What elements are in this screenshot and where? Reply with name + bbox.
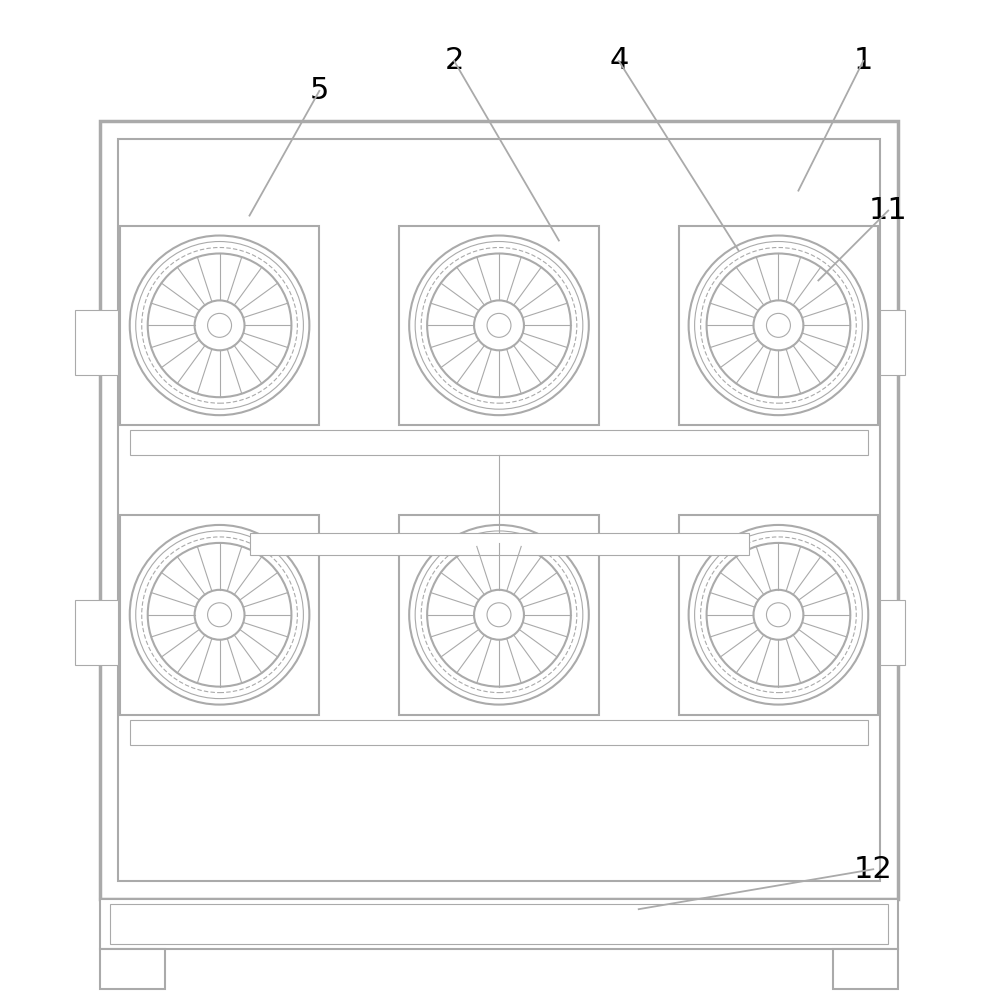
Bar — [75, 310, 118, 375]
Bar — [250, 533, 748, 555]
Bar — [75, 600, 118, 665]
Text: 11: 11 — [869, 196, 907, 225]
FancyBboxPatch shape — [679, 515, 878, 715]
FancyBboxPatch shape — [399, 226, 599, 425]
Text: 2: 2 — [444, 46, 464, 75]
Bar — [130, 720, 868, 745]
FancyBboxPatch shape — [399, 515, 599, 715]
Bar — [110, 904, 888, 944]
FancyBboxPatch shape — [120, 226, 319, 425]
Bar — [100, 899, 898, 949]
Bar — [100, 121, 898, 899]
Bar — [880, 310, 905, 375]
Bar — [880, 600, 905, 665]
Bar — [130, 430, 868, 455]
Text: 5: 5 — [309, 76, 329, 105]
FancyBboxPatch shape — [120, 515, 319, 715]
Bar — [118, 139, 880, 881]
Text: 1: 1 — [853, 46, 873, 75]
Bar — [833, 949, 898, 989]
FancyBboxPatch shape — [679, 226, 878, 425]
Bar — [100, 949, 165, 989]
Text: 12: 12 — [854, 855, 892, 884]
Text: 4: 4 — [609, 46, 629, 75]
